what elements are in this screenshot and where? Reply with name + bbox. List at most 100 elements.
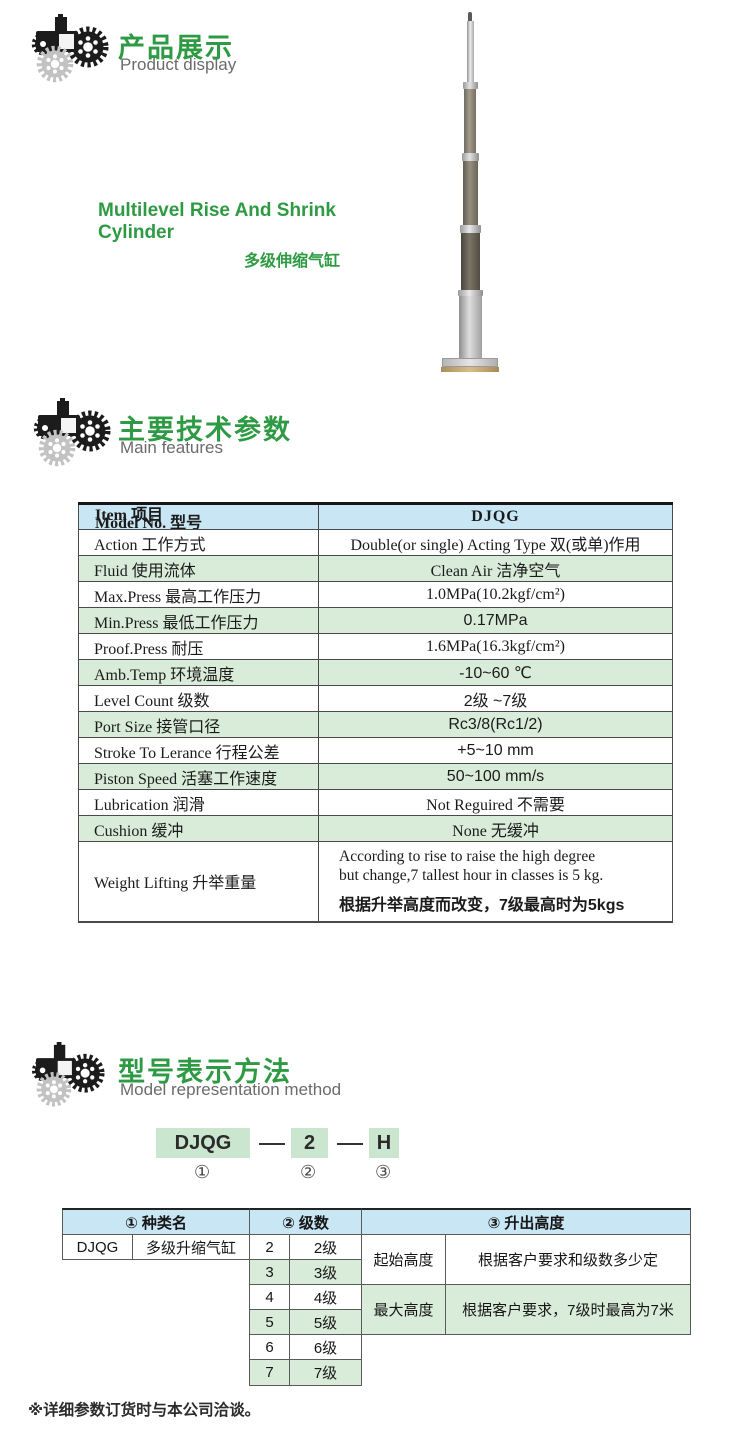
spec-value: 0.17MPa (318, 607, 673, 634)
code-level-label: 4级 (289, 1284, 362, 1310)
spec-row-weight-lifting: Weight Lifting 升举重量 According to rise to… (78, 840, 673, 922)
spec-value: 2级 ~7级 (318, 685, 673, 712)
spec-label: Lubrication 润滑 (78, 789, 319, 816)
code-height-label: 起始高度 (361, 1234, 446, 1285)
code-header-levels: ② 级数 (249, 1208, 362, 1235)
weight-lifting-en-line2: but change,7 tallest hour in classes is … (339, 866, 604, 884)
weight-lifting-zh: 根据升举高度而改变，7级最高时为5kgs (339, 896, 625, 914)
code-level-num: 2 (249, 1234, 290, 1260)
spec-value: +5~10 mm (318, 737, 673, 764)
code-level-label: 7级 (289, 1359, 362, 1386)
spec-label: Cushion 缓冲 (78, 815, 319, 842)
circled-1: ① (194, 1162, 211, 1182)
footer-note: ※详细参数订货时与本公司洽谈。 (28, 1402, 261, 1419)
spec-header-item: Item 项目 (95, 507, 163, 524)
code-height-desc: 根据客户要求和级数多少定 (445, 1234, 691, 1285)
cylinder-collar-2 (461, 153, 479, 161)
code-series-name: 多级升缩气缸 (132, 1234, 250, 1260)
code-level-label: 3级 (289, 1259, 362, 1285)
spec-value: 1.6MPa(16.3kgf/cm²) (318, 633, 673, 660)
spec-value: 50~100 mm/s (318, 763, 673, 790)
spec-label: Piston Speed 活塞工作速度 (78, 763, 319, 790)
code-header-series: ① 种类名 (62, 1208, 250, 1235)
section-title-main-features: 主要技术参数 (118, 415, 292, 445)
cylinder-piston-rod (466, 21, 474, 82)
cylinder-stage-3 (460, 233, 480, 290)
product-name-block: Multilevel Rise And Shrink Cylinder 多级伸缩… (98, 200, 372, 271)
spec-label: Port Size 接管口径 (78, 711, 319, 738)
product-name-zh: 多级伸缩气缸 (243, 253, 340, 270)
cylinder-collar-3 (459, 225, 481, 233)
spec-row: Max.Press 最高工作压力 1.0MPa(10.2kgf/cm²) (78, 581, 673, 608)
code-level-num: 3 (249, 1259, 290, 1285)
model-code-dash-1 (259, 1143, 285, 1145)
spec-value-weight-lifting: According to rise to raise the high degr… (318, 840, 673, 922)
spec-table: Model No. 型号 Item 项目 DJQG Action 工作方式 Do… (78, 502, 673, 923)
cylinder-stage-2 (462, 161, 478, 225)
spec-label: Stroke To Lerance 行程公差 (78, 737, 319, 764)
spec-label: Max.Press 最高工作压力 (78, 581, 319, 608)
spec-row: Port Size 接管口径 Rc3/8(Rc1/2) (78, 711, 673, 738)
spec-value: Double(or single) Acting Type 双(或单)作用 (318, 529, 673, 556)
cylinder-collar-1 (462, 82, 478, 89)
code-height-desc: 根据客户要求，7级时最高为7米 (445, 1284, 691, 1335)
tractor-gears-icon (31, 14, 109, 83)
code-level-num: 4 (249, 1284, 290, 1310)
spec-label: Fluid 使用流体 (78, 555, 319, 582)
circled-2: ② (300, 1162, 317, 1182)
model-code-table: ① 种类名 ② 级数 ③ 升出高度 DJQG 多级升缩气缸 2 2级 3 3级 … (62, 1208, 691, 1386)
cylinder-base-tube (458, 296, 482, 358)
spec-label: Level Count 级数 (78, 685, 319, 712)
model-code-height-box: H (369, 1128, 399, 1158)
tractor-gears-icon (33, 398, 111, 467)
spec-row: Min.Press 最低工作压力 0.17MPa (78, 607, 673, 634)
cylinder-base-plate (442, 358, 498, 367)
section-subtitle-model-method: Model representation method (120, 1080, 342, 1099)
model-code-dash-2 (337, 1143, 363, 1145)
spec-row: Stroke To Lerance 行程公差 +5~10 mm (78, 737, 673, 764)
spec-label: Amb.Temp 环境温度 (78, 659, 319, 686)
spec-header-corner: Model No. 型号 Item 项目 (78, 503, 319, 530)
circled-3: ③ (375, 1162, 392, 1182)
cylinder-stage-1 (464, 89, 476, 153)
spec-row: Cushion 缓冲 None 无缓冲 (78, 815, 673, 842)
code-header-height: ③ 升出高度 (361, 1208, 691, 1235)
tractor-gears-icon (31, 1042, 105, 1107)
code-level-num: 6 (249, 1334, 290, 1360)
code-series-code: DJQG (62, 1234, 133, 1260)
section-subtitle-main-features: Main features (120, 438, 223, 457)
spec-row: Proof.Press 耐压 1.6MPa(16.3kgf/cm²) (78, 633, 673, 660)
spec-label: Min.Press 最低工作压力 (78, 607, 319, 634)
cylinder-collar-4 (457, 290, 483, 296)
spec-row: Level Count 级数 2级 ~7级 (78, 685, 673, 712)
spec-row: Amb.Temp 环境温度 -10~60 ℃ (78, 659, 673, 686)
code-level-num: 7 (249, 1359, 290, 1386)
section-product-display-header (28, 14, 116, 93)
spec-row: Piston Speed 活塞工作速度 50~100 mm/s (78, 763, 673, 790)
model-code-level-box: 2 (291, 1128, 328, 1158)
spec-header-row: Model No. 型号 Item 项目 DJQG (78, 503, 673, 530)
cylinder-rod-tip (468, 12, 472, 21)
spec-value: None 无缓冲 (318, 815, 673, 842)
model-code-series-box: DJQG (156, 1128, 250, 1158)
spec-row: Action 工作方式 Double(or single) Acting Typ… (78, 529, 673, 556)
spec-value: Rc3/8(Rc1/2) (318, 711, 673, 738)
spec-row: Lubrication 润滑 Not Reguired 不需要 (78, 789, 673, 816)
section-main-features-header (30, 398, 118, 477)
spec-row: Fluid 使用流体 Clean Air 洁净空气 (78, 555, 673, 582)
code-level-num: 5 (249, 1309, 290, 1335)
section-title-product-display: 产品展示 (118, 33, 234, 63)
code-level-label: 2级 (289, 1234, 362, 1260)
product-name-en: Multilevel Rise And Shrink Cylinder (98, 200, 336, 243)
spec-value: Clean Air 洁净空气 (318, 555, 673, 582)
spec-header-model-no: Model No. 型号 (95, 515, 203, 530)
product-photo-telescopic-cylinder (412, 12, 528, 372)
spec-value: Not Reguired 不需要 (318, 789, 673, 816)
section-title-model-method: 型号表示方法 (118, 1057, 292, 1087)
section-model-method-header (28, 1042, 112, 1117)
spec-label: Weight Lifting 升举重量 (78, 840, 319, 922)
spec-label: Action 工作方式 (78, 529, 319, 556)
code-level-label: 6级 (289, 1334, 362, 1360)
spec-header-model-value: DJQG (318, 503, 673, 530)
code-height-label: 最大高度 (361, 1284, 446, 1335)
